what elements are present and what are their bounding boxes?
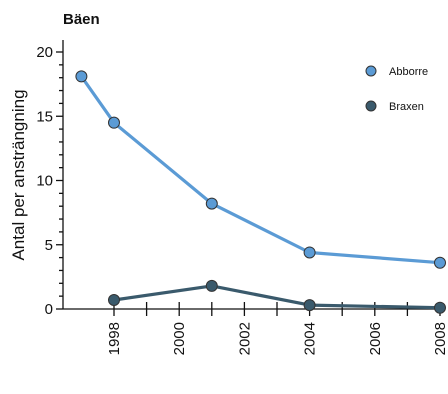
data-point <box>434 256 446 269</box>
y-tick-label: 0 <box>45 301 53 318</box>
x-tick-label: 2006 <box>367 322 384 355</box>
series-line <box>112 284 442 310</box>
axes: 0 5 10 15 20 1998 2000 2002 2004 2006 2008 <box>36 40 448 355</box>
x-tick-label: 2008 <box>432 322 448 355</box>
data-point <box>205 197 218 210</box>
y-tick-label: 5 <box>45 237 53 254</box>
data-point <box>303 299 316 312</box>
x-tick-label: 2004 <box>302 322 319 355</box>
legend-marker <box>365 100 377 112</box>
y-axis-label: Antal per ansträngning <box>9 89 28 260</box>
data-point <box>303 246 316 259</box>
series-line <box>79 74 442 265</box>
series-braxen <box>108 279 446 314</box>
y-tick-label: 15 <box>36 108 53 125</box>
series-layer <box>75 70 446 314</box>
x-tick-label: 2002 <box>236 322 253 355</box>
x-tick-label: 1998 <box>106 322 123 355</box>
legend: Abborre Braxen <box>365 65 428 113</box>
y-tick-label: 20 <box>36 44 53 61</box>
data-point <box>108 294 120 307</box>
data-point <box>108 116 120 129</box>
chart-title: Bäen <box>63 11 100 28</box>
data-point <box>205 279 218 292</box>
y-tick-label: 10 <box>36 173 53 190</box>
x-tick-label: 2000 <box>171 322 188 355</box>
legend-label: Abborre <box>389 66 428 78</box>
legend-label: Braxen <box>389 101 424 113</box>
series-abborre <box>75 70 446 269</box>
data-point <box>75 70 88 83</box>
legend-marker <box>365 65 377 77</box>
data-point <box>434 301 446 314</box>
